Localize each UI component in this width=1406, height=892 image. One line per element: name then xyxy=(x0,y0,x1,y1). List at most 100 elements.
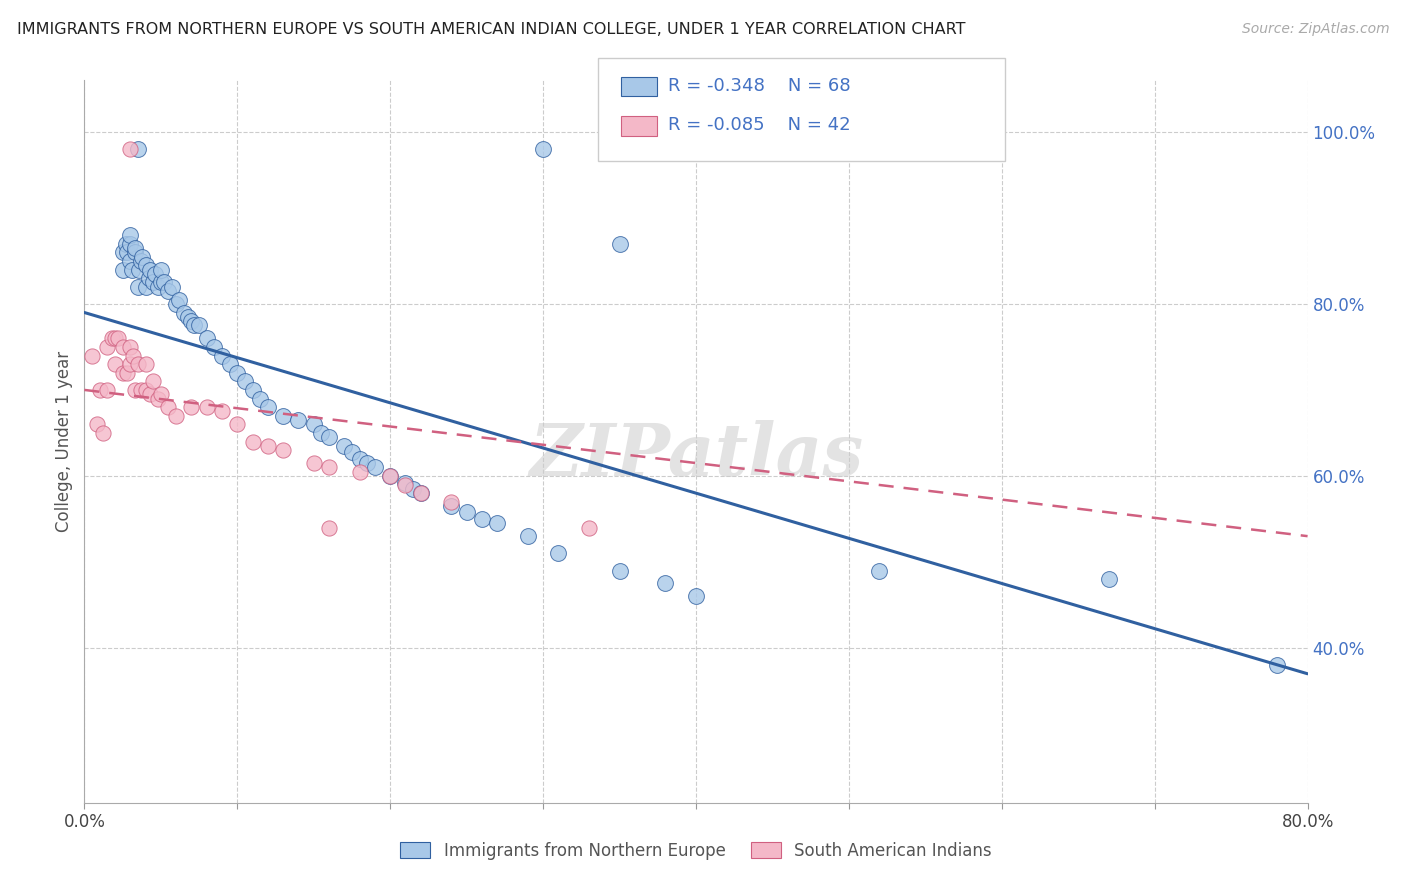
Point xyxy=(547,546,569,560)
Point xyxy=(318,460,340,475)
Y-axis label: College, Under 1 year: College, Under 1 year xyxy=(55,351,73,533)
Point xyxy=(218,357,240,371)
Point xyxy=(101,331,124,345)
Point xyxy=(654,576,676,591)
Point xyxy=(138,271,160,285)
Point xyxy=(115,366,138,380)
Point xyxy=(173,305,195,319)
Point xyxy=(578,520,600,534)
Point xyxy=(211,404,233,418)
Point xyxy=(122,349,145,363)
Point xyxy=(402,482,425,496)
Point xyxy=(135,258,157,272)
Point xyxy=(409,486,432,500)
Point xyxy=(86,417,108,432)
Point xyxy=(531,142,554,156)
Text: ZIPatlas: ZIPatlas xyxy=(529,420,863,491)
Point xyxy=(486,516,509,531)
Point xyxy=(91,425,114,440)
Point xyxy=(149,387,172,401)
Point xyxy=(115,245,138,260)
Point xyxy=(180,314,202,328)
Legend: Immigrants from Northern Europe, South American Indians: Immigrants from Northern Europe, South A… xyxy=(394,836,998,867)
Point xyxy=(127,279,149,293)
Point xyxy=(139,262,162,277)
Point xyxy=(143,267,166,281)
Point xyxy=(149,276,172,290)
Point xyxy=(195,331,218,345)
Point xyxy=(456,505,478,519)
Point xyxy=(226,366,249,380)
Point xyxy=(302,456,325,470)
Point xyxy=(127,142,149,156)
Point xyxy=(1265,658,1288,673)
Point xyxy=(157,284,180,298)
Point xyxy=(120,228,142,243)
Point xyxy=(120,340,142,354)
Point xyxy=(233,375,256,389)
Point xyxy=(183,318,205,333)
Point xyxy=(195,400,218,414)
Point xyxy=(121,262,143,277)
Point xyxy=(380,469,402,483)
Point xyxy=(153,276,176,290)
Point xyxy=(111,245,134,260)
Point xyxy=(127,357,149,371)
Point xyxy=(202,340,225,354)
Point xyxy=(142,375,165,389)
Point xyxy=(271,409,294,423)
Point xyxy=(111,262,134,277)
Point xyxy=(333,439,356,453)
Point xyxy=(257,400,280,414)
Point xyxy=(142,276,165,290)
Point xyxy=(124,383,146,397)
Point xyxy=(89,383,111,397)
Point xyxy=(135,383,157,397)
Text: Source: ZipAtlas.com: Source: ZipAtlas.com xyxy=(1241,22,1389,37)
Text: R = -0.085    N = 42: R = -0.085 N = 42 xyxy=(668,116,851,134)
Point xyxy=(96,383,118,397)
Point xyxy=(311,425,333,440)
Point xyxy=(96,340,118,354)
Point xyxy=(114,236,136,251)
Point xyxy=(271,443,294,458)
Point xyxy=(364,460,387,475)
Point xyxy=(440,494,463,508)
Point xyxy=(160,279,183,293)
Point xyxy=(609,236,631,251)
Point xyxy=(104,331,127,345)
Point xyxy=(440,499,463,513)
Point xyxy=(249,392,271,406)
Point xyxy=(356,456,378,470)
Point xyxy=(139,387,162,401)
Point xyxy=(340,445,363,459)
Point xyxy=(104,357,127,371)
Point xyxy=(318,430,340,444)
Point xyxy=(107,331,129,345)
Point xyxy=(211,349,233,363)
Point xyxy=(165,297,187,311)
Point xyxy=(409,486,432,500)
Point xyxy=(129,383,152,397)
Point xyxy=(349,465,371,479)
Point xyxy=(111,366,134,380)
Point xyxy=(302,417,325,432)
Point xyxy=(318,520,340,534)
Point xyxy=(157,400,180,414)
Point xyxy=(124,241,146,255)
Point xyxy=(146,279,169,293)
Point xyxy=(135,279,157,293)
Point xyxy=(394,477,416,491)
Text: R = -0.348    N = 68: R = -0.348 N = 68 xyxy=(668,77,851,95)
Point xyxy=(609,564,631,578)
Point xyxy=(135,357,157,371)
Point xyxy=(242,434,264,449)
Point xyxy=(131,250,153,264)
Point xyxy=(394,475,416,490)
Point xyxy=(471,512,494,526)
Point xyxy=(869,564,891,578)
Point xyxy=(120,253,142,268)
Point xyxy=(226,417,249,432)
Point xyxy=(129,253,152,268)
Point xyxy=(177,310,200,324)
